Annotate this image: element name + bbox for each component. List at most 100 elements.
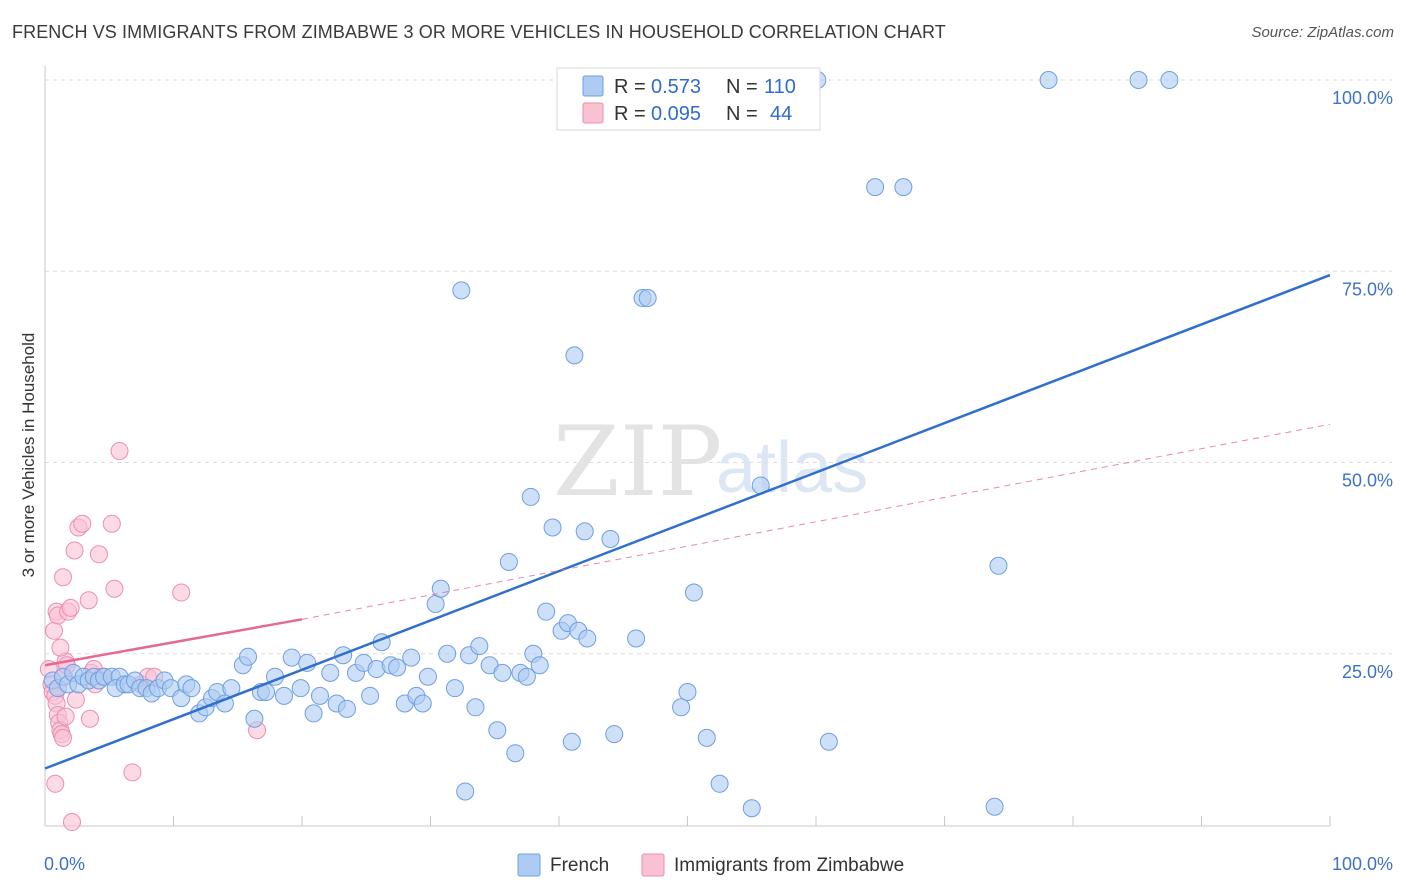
zimbabwe-trendline-extension: [301, 423, 1331, 620]
watermark: ZIP atlas: [553, 406, 868, 518]
french-point: [537, 602, 556, 621]
french-point: [565, 346, 584, 365]
y-tick-label-75: 75.0%: [1342, 279, 1393, 299]
french-point: [697, 728, 716, 747]
zimbabwe-trendline: [44, 618, 303, 667]
french-point: [985, 797, 1004, 816]
french-point: [321, 663, 340, 682]
french-point: [452, 281, 471, 300]
source-label: Source: ZipAtlas.com: [1251, 24, 1394, 41]
french-point: [388, 658, 407, 677]
french-point: [578, 629, 597, 648]
french-point: [245, 709, 264, 728]
french-point: [601, 530, 620, 548]
watermark-zip: ZIP: [553, 406, 722, 518]
french-point: [413, 694, 432, 713]
x-tick-label-min: 0.0%: [44, 854, 85, 874]
legend-n-label-zimbabwe: N =: [726, 103, 758, 125]
french-point: [710, 774, 729, 793]
french-point: [672, 698, 691, 717]
x-tick-label-max: 100.0%: [1332, 854, 1393, 874]
french-point: [361, 686, 380, 705]
french-point: [239, 647, 258, 666]
zimbabwe-point: [89, 545, 108, 564]
french-point: [418, 667, 437, 686]
french-point: [499, 552, 518, 571]
zimbabwe-point: [105, 579, 124, 598]
chart-title: FRENCH VS IMMIGRANTS FROM ZIMBABWE 3 OR …: [12, 22, 946, 42]
french-point: [742, 799, 761, 818]
series-legend-swatch-french: [517, 853, 541, 877]
zimbabwe-point: [62, 813, 81, 832]
y-tick-label-50: 50.0%: [1342, 471, 1393, 491]
french-point: [431, 579, 450, 598]
y-axis-label: 3 or more Vehicles in Household: [19, 333, 38, 578]
legend-n-value-zimbabwe: 44: [770, 103, 792, 125]
zimbabwe-point: [44, 621, 63, 640]
series-legend-label-zimbabwe: Immigrants from Zimbabwe: [674, 855, 904, 876]
french-point: [470, 637, 489, 656]
french-point: [488, 721, 507, 740]
trend-lines: [44, 273, 1331, 770]
french-point: [1129, 71, 1148, 89]
french-point: [819, 732, 838, 751]
watermark-atlas: atlas: [716, 428, 868, 508]
zimbabwe-point: [110, 442, 129, 461]
y-tick-label-100: 100.0%: [1332, 88, 1393, 108]
french-point: [291, 679, 310, 698]
french-point: [402, 648, 421, 667]
legend-n-value-french: 110: [764, 76, 796, 98]
zimbabwe-point: [51, 638, 70, 657]
french-point: [282, 648, 301, 667]
french-point: [866, 178, 885, 197]
french-point: [1039, 71, 1058, 89]
zimbabwe-point: [79, 591, 98, 610]
french-point: [517, 667, 536, 686]
zimbabwe-point: [61, 598, 80, 617]
series-legend: French Immigrants from Zimbabwe: [517, 853, 904, 877]
legend-n-label-french: N =: [726, 76, 758, 98]
french-point: [1160, 71, 1179, 89]
french-point: [456, 782, 475, 801]
french-trendline: [44, 273, 1331, 770]
french-point: [989, 556, 1008, 575]
french-point: [678, 683, 697, 701]
french-point: [605, 725, 624, 744]
zimbabwe-point: [53, 568, 72, 587]
french-point: [445, 679, 464, 698]
french-point: [506, 744, 525, 763]
french-point: [894, 178, 913, 197]
zimbabwe-point: [66, 690, 85, 709]
zimbabwe-points: [39, 442, 267, 832]
stats-legend: R = 0.573 N = 110 R = 0.095 N = 44: [556, 67, 821, 131]
zimbabwe-point: [53, 728, 72, 747]
french-point: [562, 732, 581, 751]
french-point: [426, 595, 445, 614]
zimbabwe-point: [80, 709, 99, 728]
y-tick-label-25: 25.0%: [1342, 662, 1393, 682]
french-point: [530, 656, 549, 675]
tick-layer: 25.0% 50.0% 75.0% 100.0% 0.0% 100.0%: [44, 88, 1393, 874]
french-point: [275, 686, 294, 705]
french-point: [575, 522, 594, 541]
french-point: [543, 518, 562, 537]
zimbabwe-point: [172, 583, 191, 602]
french-point: [182, 679, 201, 698]
zimbabwe-point: [56, 707, 75, 726]
french-point: [337, 699, 356, 718]
french-point: [638, 289, 657, 308]
legend-r-label-french: R =: [614, 76, 646, 98]
zimbabwe-point: [102, 514, 121, 533]
zimbabwe-point: [123, 763, 142, 782]
french-point: [627, 629, 646, 648]
legend-r-value-zimbabwe: 0.095: [651, 103, 701, 125]
french-point: [304, 704, 323, 723]
legend-swatch-zimbabwe: [582, 102, 604, 124]
zimbabwe-point: [65, 541, 84, 560]
zimbabwe-point: [73, 514, 92, 533]
french-points: [43, 71, 1179, 818]
grid-layer: [45, 79, 1392, 655]
french-point: [466, 698, 485, 717]
french-point: [684, 583, 703, 602]
series-legend-swatch-zimbabwe: [641, 853, 665, 877]
